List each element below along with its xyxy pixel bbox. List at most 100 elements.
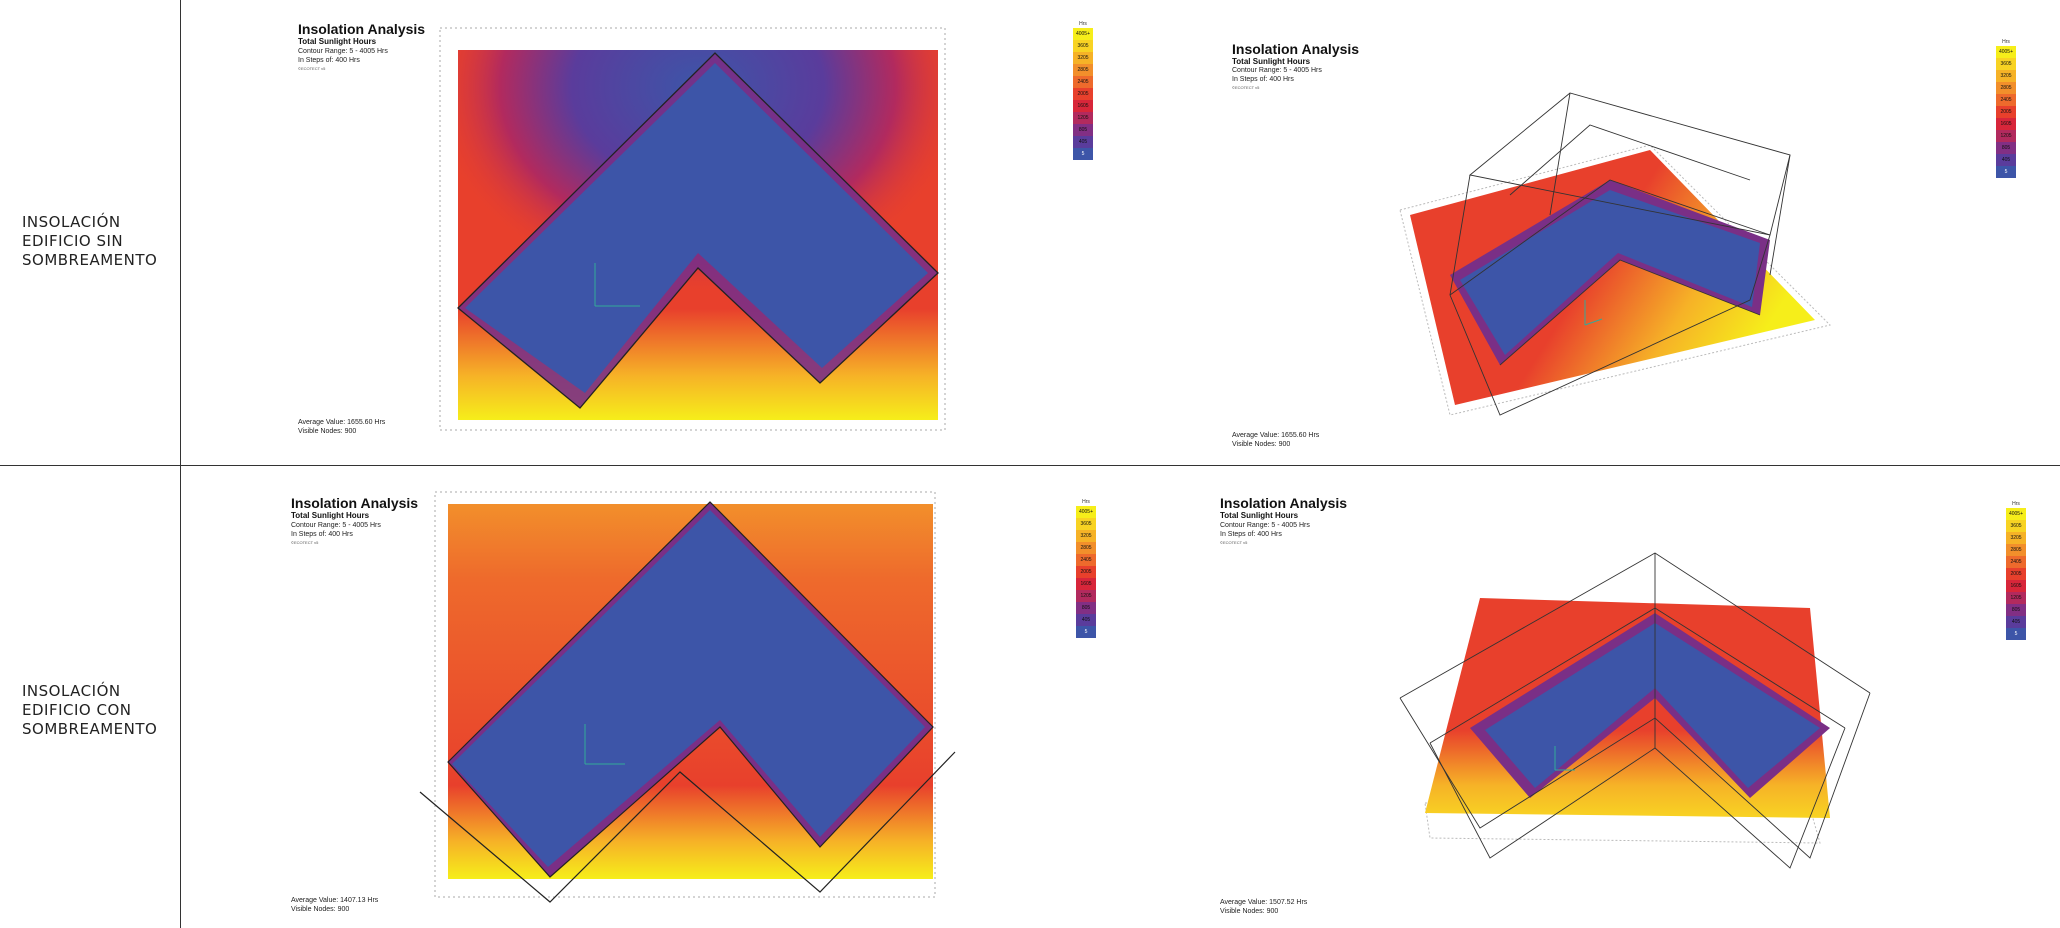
panel1-range: Contour Range: 5 - 4005 Hrs xyxy=(298,48,388,55)
legend-swatch: 2405 xyxy=(2006,556,2026,568)
panel2-average: Average Value: 1655.60 Hrs xyxy=(1232,432,1320,439)
panel1-title: Insolation Analysis xyxy=(298,21,426,37)
panel2-title: Insolation Analysis xyxy=(1232,41,1360,57)
panel2-ground-grid xyxy=(1399,144,1831,416)
panel2-subtitle: Total Sunlight Hours xyxy=(1232,57,1311,66)
row-label-line: EDIFICIO SIN xyxy=(22,232,124,250)
row-label-line: EDIFICIO CON xyxy=(22,701,132,719)
panel2-nodes: Visible Nodes: 900 xyxy=(1232,441,1291,448)
panel1-footer: Average Value: 1655.60 Hrs Visible Nodes… xyxy=(298,418,385,436)
row-label-line: SOMBREAMENTO xyxy=(22,720,158,738)
legend-swatch: 4005+ xyxy=(1076,506,1096,518)
panel2-3d-view xyxy=(1399,92,1831,416)
legend-swatch: 2005 xyxy=(1073,88,1093,100)
panel3-subtitle: Total Sunlight Hours xyxy=(291,511,370,520)
panel4-subtitle: Total Sunlight Hours xyxy=(1220,511,1299,520)
legend-swatch: 1605 xyxy=(2006,580,2026,592)
legend-swatch: 3605 xyxy=(1073,40,1093,52)
legend-swatch: 3205 xyxy=(2006,532,2026,544)
panel2-building xyxy=(1460,190,1760,355)
row-label-line: INSOLACIÓN xyxy=(22,682,121,700)
panel4-average: Average Value: 1507.52 Hrs xyxy=(1220,899,1308,906)
legend-swatch: 2005 xyxy=(1076,566,1096,578)
legend-swatch: 5 xyxy=(2006,628,2026,640)
row-label-sin-sombreamento: INSOLACIÓN EDIFICIO SIN SOMBREAMENTO xyxy=(22,213,157,270)
legend-swatch: 1605 xyxy=(1073,100,1093,112)
legend-swatch: 3205 xyxy=(1996,70,2016,82)
row-label-line: INSOLACIÓN xyxy=(22,213,121,231)
legend-swatch: 2805 xyxy=(1073,64,1093,76)
panel4-range: Contour Range: 5 - 4005 Hrs xyxy=(1220,522,1310,529)
panel3-nodes: Visible Nodes: 900 xyxy=(291,906,350,913)
legend-swatch: 2405 xyxy=(1073,76,1093,88)
panel3-contour-plot xyxy=(419,491,956,903)
panel1-nodes: Visible Nodes: 900 xyxy=(298,428,357,435)
legend-unit: Hrs xyxy=(2012,501,2020,507)
legend-swatch: 1205 xyxy=(1996,130,2016,142)
panel2-logo: ©ECOTECT v5 xyxy=(1232,85,1260,90)
legend-swatch: 3205 xyxy=(1073,52,1093,64)
legend-swatch: 805 xyxy=(1073,124,1093,136)
legend-swatch: 1205 xyxy=(1076,590,1096,602)
legend-swatch: 805 xyxy=(1996,142,2016,154)
legend-swatch: 5 xyxy=(1076,626,1096,638)
legend-swatch: 4005+ xyxy=(2006,508,2026,520)
legend-swatch: 1205 xyxy=(1073,112,1093,124)
panel1-average: Average Value: 1655.60 Hrs xyxy=(298,419,386,426)
panel4-legend: Hrs 4005+ 3605 3205 2805 2405 2005 1605 … xyxy=(2006,500,2026,640)
legend-swatch: 405 xyxy=(1996,154,2016,166)
panel1-legend: Hrs 4005+ 3605 3205 2805 2405 2005 1605 … xyxy=(1073,20,1093,160)
panel3-building-footprint xyxy=(452,510,925,867)
legend-swatch: 3605 xyxy=(2006,520,2026,532)
panel2-footer: Average Value: 1655.60 Hrs Visible Nodes… xyxy=(1232,431,1319,449)
panel1-building-footprint xyxy=(465,63,928,393)
legend-swatch: 5 xyxy=(1073,148,1093,160)
legend-swatch: 3605 xyxy=(1996,58,2016,70)
legend-swatch: 805 xyxy=(1076,602,1096,614)
legend-swatch: 3205 xyxy=(1076,530,1096,542)
panel4-logo: ©ECOTECT v5 xyxy=(1220,540,1248,545)
legend-swatch: 1205 xyxy=(2006,592,2026,604)
legend-unit: Hrs xyxy=(1079,21,1087,27)
row-divider xyxy=(0,465,2060,466)
legend-swatch: 3605 xyxy=(1076,518,1096,530)
legend-swatch: 405 xyxy=(1073,136,1093,148)
panel2-legend: Hrs 4005+ 3605 3205 2805 2405 2005 1605 … xyxy=(1996,38,2016,178)
legend-swatch: 5 xyxy=(1996,166,2016,178)
panel1-subtitle: Total Sunlight Hours xyxy=(298,37,377,46)
legend-unit: Hrs xyxy=(2002,39,2010,45)
panel2-range: Contour Range: 5 - 4005 Hrs xyxy=(1232,67,1322,74)
row-label-line: SOMBREAMENTO xyxy=(22,251,158,269)
legend-swatch: 2805 xyxy=(1996,82,2016,94)
panel4-footer: Average Value: 1507.52 Hrs Visible Nodes… xyxy=(1220,898,1307,916)
panel1-contour-plot xyxy=(439,27,946,431)
legend-swatch: 2005 xyxy=(2006,568,2026,580)
legend-swatch: 1605 xyxy=(1076,578,1096,590)
legend-swatch: 2405 xyxy=(1076,554,1096,566)
panel4-building xyxy=(1485,623,1820,788)
legend-swatch: 2005 xyxy=(1996,106,2016,118)
panel3-logo: ©ECOTECT v5 xyxy=(291,540,319,545)
panel3-average: Average Value: 1407.13 Hrs xyxy=(291,897,379,904)
panel3-steps: In Steps of: 400 Hrs xyxy=(291,531,353,538)
legend-swatch: 2805 xyxy=(1076,542,1096,554)
legend-swatch: 4005+ xyxy=(1996,46,2016,58)
panel1-logo: ©ECOTECT v5 xyxy=(298,66,326,71)
legend-unit: Hrs xyxy=(1082,499,1090,505)
panel3-footer: Average Value: 1407.13 Hrs Visible Nodes… xyxy=(291,896,378,914)
panel4-3d-view xyxy=(1399,552,1871,869)
legend-swatch: 4005+ xyxy=(1073,28,1093,40)
legend-swatch: 1605 xyxy=(1996,118,2016,130)
panel4-steps: In Steps of: 400 Hrs xyxy=(1220,531,1282,538)
panel3-range: Contour Range: 5 - 4005 Hrs xyxy=(291,522,381,529)
legend-swatch: 2405 xyxy=(1996,94,2016,106)
legend-swatch: 405 xyxy=(1076,614,1096,626)
panel2-steps: In Steps of: 400 Hrs xyxy=(1232,76,1294,83)
legend-swatch: 2805 xyxy=(2006,544,2026,556)
panel1-steps: In Steps of: 400 Hrs xyxy=(298,57,360,64)
panel3-legend: Hrs 4005+ 3605 3205 2805 2405 2005 1605 … xyxy=(1076,498,1096,638)
panel3-title: Insolation Analysis xyxy=(291,495,419,511)
legend-swatch: 405 xyxy=(2006,616,2026,628)
panel4-title: Insolation Analysis xyxy=(1220,495,1348,511)
row-label-con-sombreamento: INSOLACIÓN EDIFICIO CON SOMBREAMENTO xyxy=(22,682,157,739)
